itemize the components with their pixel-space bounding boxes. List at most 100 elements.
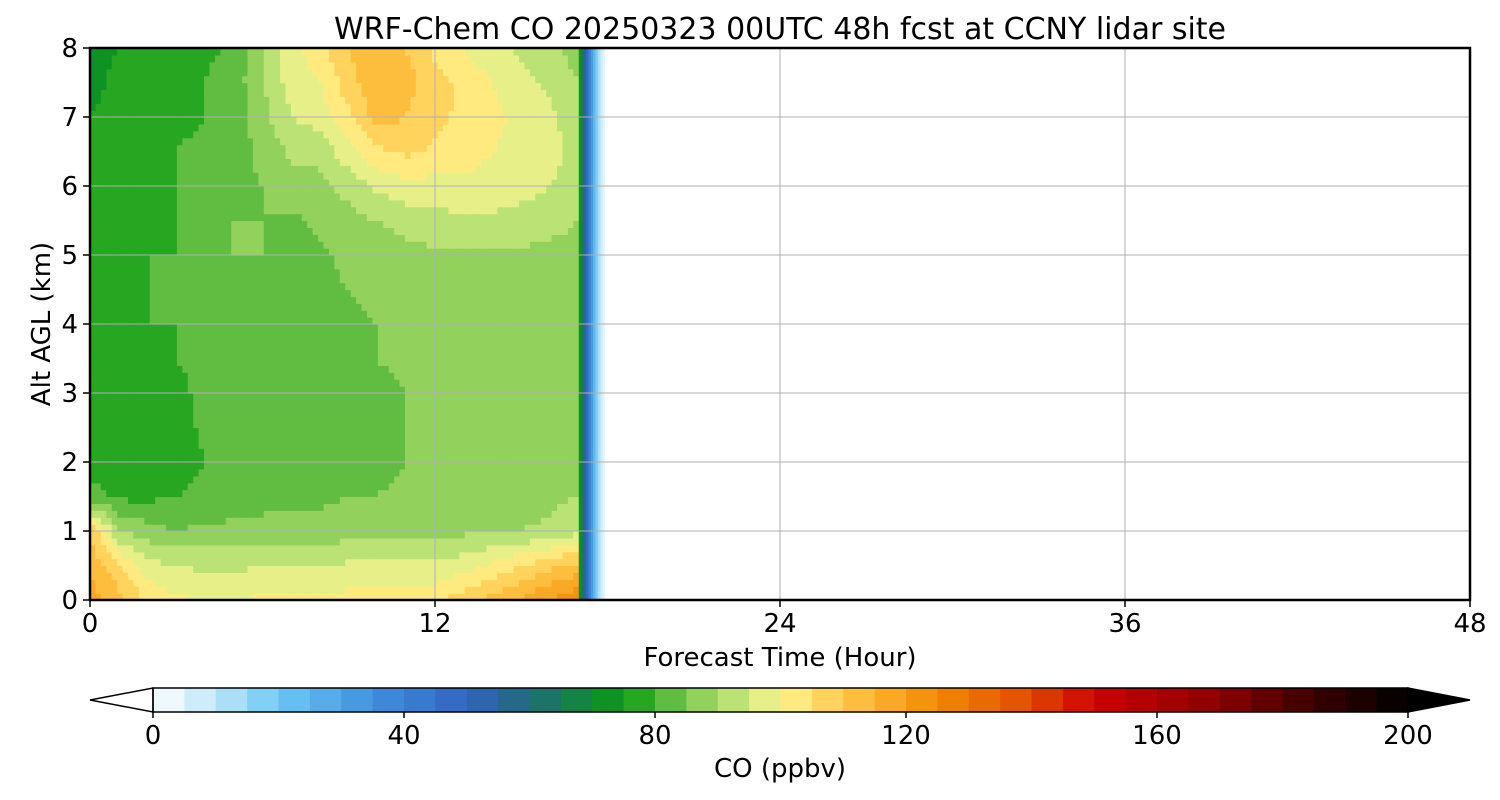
heatmap-cell [497,351,504,360]
heatmap-cell [519,365,526,373]
heatmap-cell [328,365,335,373]
heatmap-cell [350,496,357,504]
heatmap-cell [231,248,238,256]
heatmap-cell [410,310,417,318]
heatmap-cell [448,503,455,511]
heatmap-cell [204,420,211,429]
heatmap-cell [155,572,162,580]
heatmap-cell [144,227,151,235]
heatmap-cell [383,337,390,346]
heatmap-cell [111,399,118,408]
heatmap-cell [214,558,221,567]
heatmap-cell [562,537,569,546]
heatmap-cell [323,234,330,242]
heatmap-cell [486,572,493,580]
heatmap-cell [138,448,145,456]
heatmap-cell [323,372,330,380]
heatmap-cell [307,372,314,380]
heatmap-cell [90,517,97,525]
heatmap-cell [567,496,574,504]
heatmap-cell [144,234,151,242]
heatmap-cell [117,537,124,546]
heatmap-cell [204,551,211,560]
heatmap-cell [290,503,297,511]
heatmap-cell [242,406,249,415]
heatmap-cell [437,234,444,242]
heatmap-cell [366,358,373,366]
heatmap-cell [290,227,297,235]
heatmap-cell [524,503,531,511]
heatmap-cell [535,413,542,422]
heatmap-cell [464,427,471,435]
heatmap-cell [204,503,211,511]
heatmap-cell [557,565,564,573]
heatmap-cell [562,455,569,463]
heatmap-cell [383,593,390,600]
heatmap-cell [117,455,124,463]
heatmap-cell [404,358,411,366]
heatmap-cell [95,289,102,297]
heatmap-cell [524,475,531,484]
heatmap-cell [491,379,498,387]
heatmap-cell [318,275,325,284]
heatmap-cell [95,496,102,504]
heatmap-cell [160,565,167,573]
heatmap-cell [546,482,553,491]
heatmap-cell [513,365,520,373]
heatmap-cell [502,503,509,511]
heatmap-cell [513,448,520,456]
heatmap-cell [524,489,531,498]
heatmap-cell [318,475,325,484]
heatmap-cell [557,517,564,525]
heatmap-cell [508,420,515,429]
heatmap-cell [442,275,450,284]
heatmap-cell [323,565,330,573]
heatmap-cell [242,386,249,394]
heatmap-cell [128,586,135,594]
heatmap-cell [546,551,553,560]
heatmap-cell [193,372,200,380]
heatmap-cell [415,317,422,325]
heatmap-cell [204,261,211,270]
heatmap-cell [366,558,373,567]
heatmap-cell [546,344,553,353]
heatmap-cell [176,365,183,373]
heatmap-cell [117,227,124,235]
heatmap-cell [133,579,140,587]
heatmap-cell [448,289,455,297]
heatmap-cell [318,386,325,394]
heatmap-cell [117,517,124,525]
heatmap-cell [388,365,395,373]
heatmap-cell [182,579,189,587]
heatmap-cell [350,372,357,380]
heatmap-cell [328,303,335,311]
heatmap-cell [209,413,216,422]
heatmap-cell [486,330,493,339]
heatmap-cell [193,289,200,297]
heatmap-cell [334,551,341,560]
heatmap-cell [404,475,411,484]
heatmap-cell [312,517,319,525]
heatmap-cell [437,379,444,387]
heatmap-cell [410,344,417,353]
heatmap-cell [285,413,292,422]
heatmap-cell [486,220,493,228]
heatmap-cell [166,482,173,491]
heatmap-cell [160,427,167,435]
heatmap-cell [242,324,249,332]
heatmap-cell [122,503,129,511]
heatmap-cell [540,399,547,408]
heatmap-cell [557,268,564,277]
heatmap-cell [323,289,330,297]
heatmap-cell [144,275,151,284]
heatmap-cell [95,427,102,435]
heatmap-cell [182,572,189,580]
heatmap-cell [247,420,254,429]
heatmap-cell [410,531,417,539]
heatmap-cell [328,537,335,546]
heatmap-cell [204,317,211,325]
heatmap-cell [296,386,303,394]
heatmap-cell [285,593,292,600]
heatmap-cell [497,537,504,546]
heatmap-cell [426,579,433,587]
